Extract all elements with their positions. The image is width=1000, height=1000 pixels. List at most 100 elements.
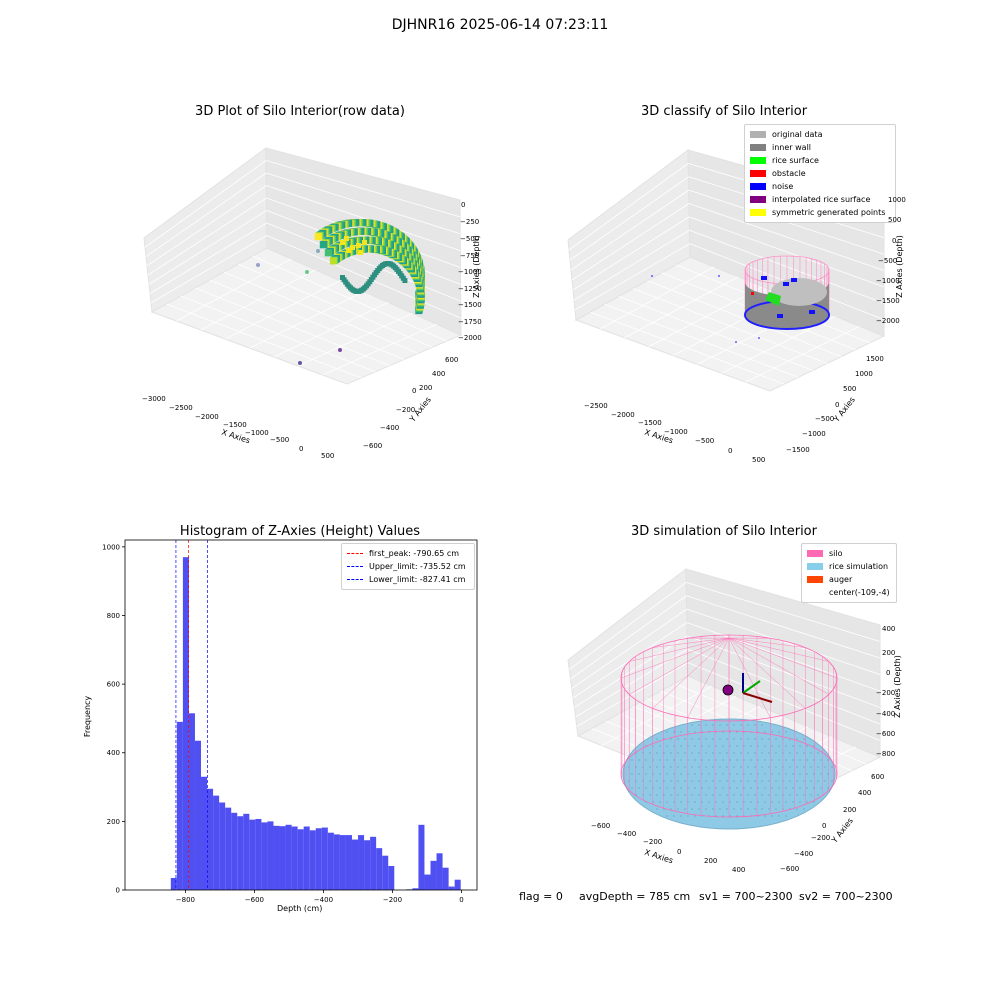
inner-wall bbox=[745, 282, 829, 329]
rice-dot bbox=[740, 794, 742, 796]
p1-z-tick: −1500 bbox=[458, 301, 482, 309]
rice-dot bbox=[799, 745, 801, 747]
rice-dot bbox=[673, 815, 675, 817]
data-point bbox=[344, 236, 349, 241]
p2-y-tick: −1000 bbox=[802, 430, 826, 438]
p2-y-tick: −500 bbox=[815, 415, 835, 423]
grid-line bbox=[266, 172, 461, 235]
rice-dot bbox=[722, 815, 724, 817]
rice-dot bbox=[729, 745, 731, 747]
rice-dot bbox=[691, 752, 693, 754]
rice-dot bbox=[761, 808, 763, 810]
rice-dot bbox=[698, 794, 700, 796]
histogram-bar bbox=[207, 788, 214, 890]
p1-x-tick: −2500 bbox=[169, 404, 193, 412]
p1-z-tick: −750 bbox=[460, 252, 480, 260]
legend-label: Upper_limit: -735.52 cm bbox=[369, 562, 466, 571]
data-point bbox=[358, 250, 363, 255]
rice-dot bbox=[789, 780, 791, 782]
rice-dot bbox=[663, 752, 665, 754]
rice-dot bbox=[757, 745, 759, 747]
rice-dot bbox=[796, 766, 798, 768]
rice-dot bbox=[691, 766, 693, 768]
p2-y-tick: 1000 bbox=[855, 370, 873, 378]
rice-dot bbox=[726, 738, 728, 740]
rice-dot bbox=[698, 724, 700, 726]
auger-x bbox=[742, 692, 773, 703]
histogram-bar bbox=[327, 832, 334, 890]
rice-dot bbox=[722, 801, 724, 803]
rice-dot bbox=[670, 766, 672, 768]
p1-z-tick: −1000 bbox=[458, 268, 482, 276]
p4-x-tick: 200 bbox=[704, 857, 718, 865]
rice-dot bbox=[726, 766, 728, 768]
rice-dot bbox=[677, 752, 679, 754]
rice-dot bbox=[761, 766, 763, 768]
rice-dot bbox=[663, 780, 665, 782]
rice-dot bbox=[656, 752, 658, 754]
rice-dot bbox=[726, 780, 728, 782]
p2-z-tick: −500 bbox=[878, 257, 898, 265]
p2-x-tick: −1500 bbox=[638, 419, 662, 427]
histogram-bar bbox=[188, 713, 195, 890]
histogram-bar bbox=[430, 860, 437, 890]
rice-dot bbox=[719, 752, 721, 754]
rice-dot bbox=[680, 787, 682, 789]
noise-point bbox=[651, 275, 653, 277]
grid-line bbox=[573, 229, 690, 301]
legend-entry: inner wall bbox=[750, 141, 890, 154]
p4-z-tick: −400 bbox=[876, 710, 896, 718]
histogram-bar bbox=[376, 848, 383, 890]
grid-line bbox=[576, 662, 688, 727]
panel1-title: 3D Plot of Silo Interior(row data) bbox=[195, 104, 405, 119]
p1-y-tick: 0 bbox=[412, 387, 417, 395]
p2-y-tick: 500 bbox=[843, 385, 857, 393]
rice-dot bbox=[712, 752, 714, 754]
rice-dot bbox=[712, 724, 714, 726]
x-tick-label: −600 bbox=[245, 896, 264, 904]
y-tick-label: 200 bbox=[107, 818, 120, 826]
rice-dot bbox=[824, 766, 826, 768]
rice-dot bbox=[656, 794, 658, 796]
rice-dot bbox=[670, 752, 672, 754]
grid-line bbox=[687, 648, 881, 725]
rice-dot bbox=[785, 787, 787, 789]
rice-dot bbox=[705, 738, 707, 740]
rice-dot bbox=[712, 780, 714, 782]
rice-dot bbox=[792, 745, 794, 747]
p1-y-tick: −600 bbox=[363, 442, 383, 450]
histogram-bar bbox=[176, 721, 183, 890]
panel4-title: 3D simulation of Silo Interior bbox=[631, 524, 817, 539]
grid-line bbox=[689, 216, 885, 288]
legend-entry: silo bbox=[807, 547, 891, 560]
rice-dot bbox=[785, 731, 787, 733]
rice-dot bbox=[747, 752, 749, 754]
rice-surface bbox=[765, 292, 781, 306]
rice-dot bbox=[785, 801, 787, 803]
grid-line bbox=[686, 608, 881, 675]
figure-title: DJHNR16 2025-06-14 07:23:11 bbox=[391, 17, 609, 33]
rice-dot bbox=[666, 801, 668, 803]
rice-dot bbox=[733, 724, 735, 726]
p4-z-tick: −800 bbox=[876, 750, 896, 758]
p4-x-tick: −200 bbox=[643, 838, 663, 846]
p4-z-tick: 400 bbox=[882, 625, 896, 633]
p1-z-tick: −250 bbox=[460, 218, 480, 226]
rice-dot bbox=[817, 766, 819, 768]
rice-dot bbox=[789, 794, 791, 796]
data-point bbox=[346, 248, 351, 253]
status-avg-depth: avgDepth = 785 cm bbox=[579, 890, 691, 903]
grid-line bbox=[686, 581, 881, 642]
rice-dot bbox=[680, 731, 682, 733]
grid-line bbox=[688, 203, 885, 271]
histogram-bar bbox=[291, 826, 298, 890]
p4-x-tick: −600 bbox=[591, 822, 611, 830]
legend-label: original data bbox=[772, 130, 823, 139]
rice-dot bbox=[712, 794, 714, 796]
grid-line bbox=[572, 622, 688, 699]
rice-dot bbox=[670, 780, 672, 782]
legend-entry: original data bbox=[750, 128, 890, 141]
hist-x-axis-label: Depth (cm) bbox=[277, 904, 323, 913]
